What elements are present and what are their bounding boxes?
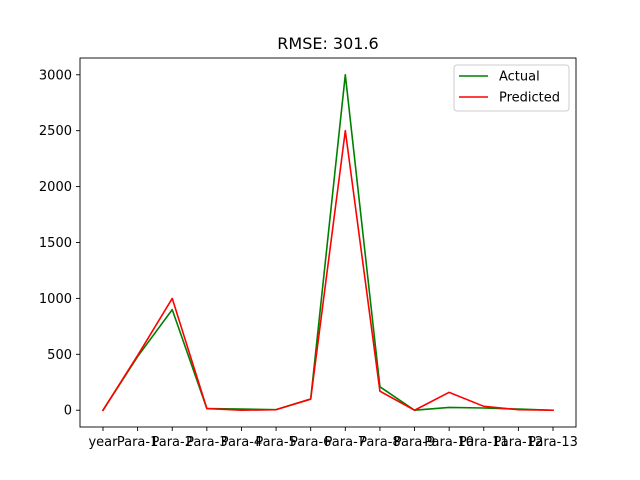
legend-label-actual: Actual — [499, 70, 540, 85]
y-tick-label: 0 — [64, 404, 72, 419]
series-line-actual — [101, 73, 554, 412]
axes-layer: 0 500 1000 1500 2000 2500 3000 year Para-1Para-2… — [39, 57, 578, 450]
x-tick-label: Para-13 — [528, 435, 578, 450]
y-tick-label: 3000 — [39, 68, 72, 83]
legend-label-predicted: Predicted — [499, 91, 560, 106]
y-tick-label: 2000 — [39, 180, 72, 195]
x-tick-label: Para-6 — [290, 435, 332, 450]
chart-title: RMSE: 301.6 — [277, 34, 378, 53]
x-tick-label: Para-12 — [494, 435, 544, 450]
x-tick-label: Para-4 — [221, 435, 263, 450]
x-tick-label: Para-8 — [359, 435, 401, 450]
x-tick-label: Para-5 — [255, 435, 297, 450]
y-tick-label: 500 — [47, 348, 72, 363]
x-tick-label: Para-7 — [325, 435, 367, 450]
y-tick-label: 1000 — [39, 292, 72, 307]
x-tick-label: Para-3 — [186, 435, 228, 450]
x-tick-label: year — [88, 435, 118, 450]
y-tick-label: 2500 — [39, 124, 72, 139]
x-tick-label: Para-10 — [424, 435, 474, 450]
series-layer — [101, 73, 554, 412]
x-tick-label: Para-2 — [151, 435, 193, 450]
series-line-predicted — [101, 129, 554, 412]
x-tick-label: Para-1 — [117, 435, 159, 450]
y-tick-label: 1500 — [39, 236, 72, 251]
x-tick-label: Para-11 — [459, 435, 509, 450]
legend: Actual Predicted — [453, 64, 570, 112]
x-tick-label: Para-9 — [394, 435, 436, 450]
